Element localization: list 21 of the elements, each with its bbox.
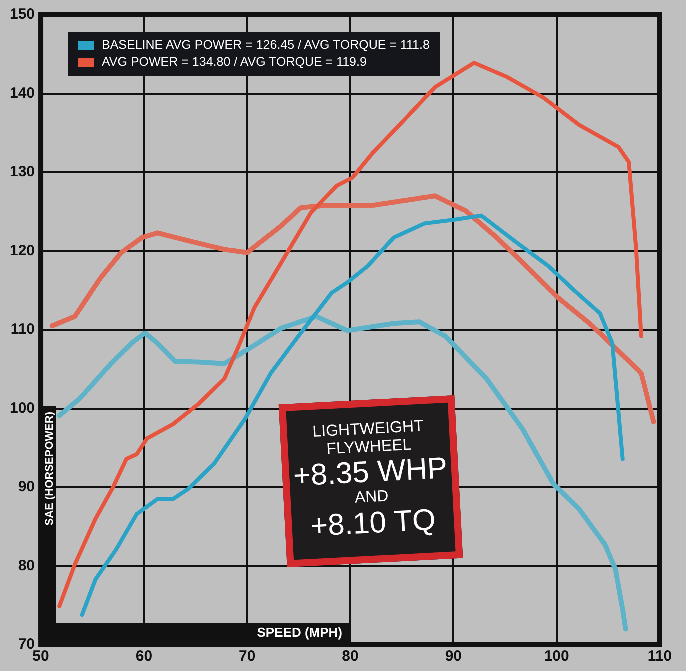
label-strip: SPEED (MPH) [43,623,350,643]
y-tick-label: 140 [10,84,36,102]
x-tick-label: 90 [445,648,462,666]
y-tick-label: 90 [18,478,36,496]
x-tick-label: 80 [342,648,359,666]
x-tick-label: 110 [648,648,672,666]
legend-label: AVG POWER = 134.80 / AVG TORQUE = 119.9 [101,54,368,71]
x-tick-label: 60 [136,648,153,666]
y-tick-label: 110 [10,321,36,338]
legend-label: BASELINE AVG POWER = 126.45 / AVG TORQUE = 111.8 [101,37,430,54]
x-tick-label: 100 [544,648,570,666]
x-tick-label: 50 [32,648,50,666]
y-tick-label: 100 [10,400,36,417]
label-strip: SAE (HORSEPOWER) [43,406,56,623]
x-tick-label: 70 [239,648,256,666]
y-axis-title: SAE (HORSEPOWER) [44,412,56,526]
y-tick-label: 130 [10,164,36,181]
y-tick-label: 120 [10,242,36,260]
y-tick-label: 150 [10,6,36,24]
y-tick-label: 80 [18,557,36,574]
annotation: LIGHTWEIGHT FLYWHEEL [311,417,424,458]
